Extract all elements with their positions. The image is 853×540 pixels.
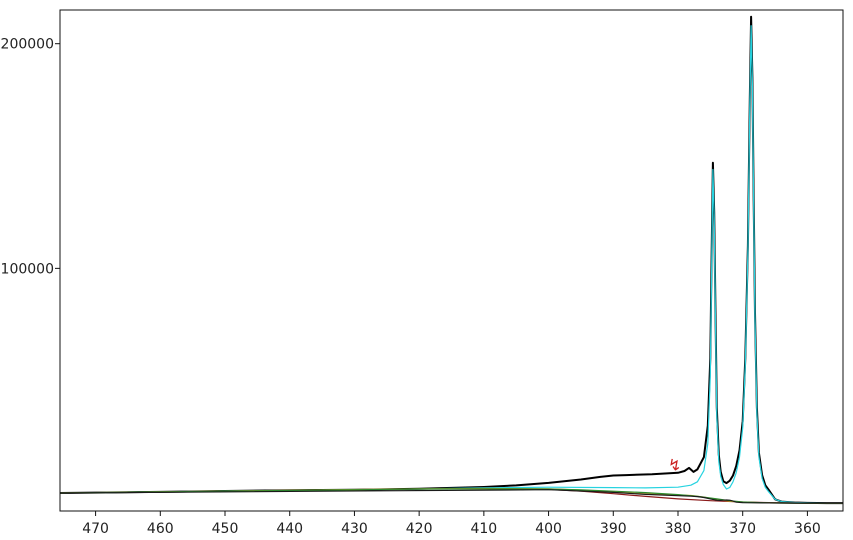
x-tick-label-440: 440 [276,521,303,537]
y-axis: 100000 200000 [1,37,60,277]
x-tick-label-370: 370 [729,521,756,537]
y-tick-label-200000: 200000 [1,37,54,53]
x-tick-label-380: 380 [665,521,692,537]
series-line-5 [59,489,843,504]
x-tick-label-410: 410 [470,521,497,537]
annotation-layer: ↯ [668,456,681,475]
x-tick-label-430: 430 [341,521,368,537]
plot-frame [59,9,844,512]
x-tick-label-390: 390 [600,521,627,537]
y-tick-label-100000: 100000 [1,261,54,277]
x-tick-label-450: 450 [212,521,239,537]
x-tick-label-360: 360 [794,521,821,537]
x-tick-label-460: 460 [147,521,174,537]
series-line-0 [59,15,843,505]
annotation-arrow-mark: ↯ [668,456,681,475]
x-tick-label-470: 470 [82,521,109,537]
series-line-1 [59,25,843,504]
x-axis: 470 460 450 440 430 420 410 400 390 380 370 360 [82,511,821,537]
x-tick-label-400: 400 [535,521,562,537]
x-tick-label-420: 420 [406,521,433,537]
series-layer [59,15,843,505]
